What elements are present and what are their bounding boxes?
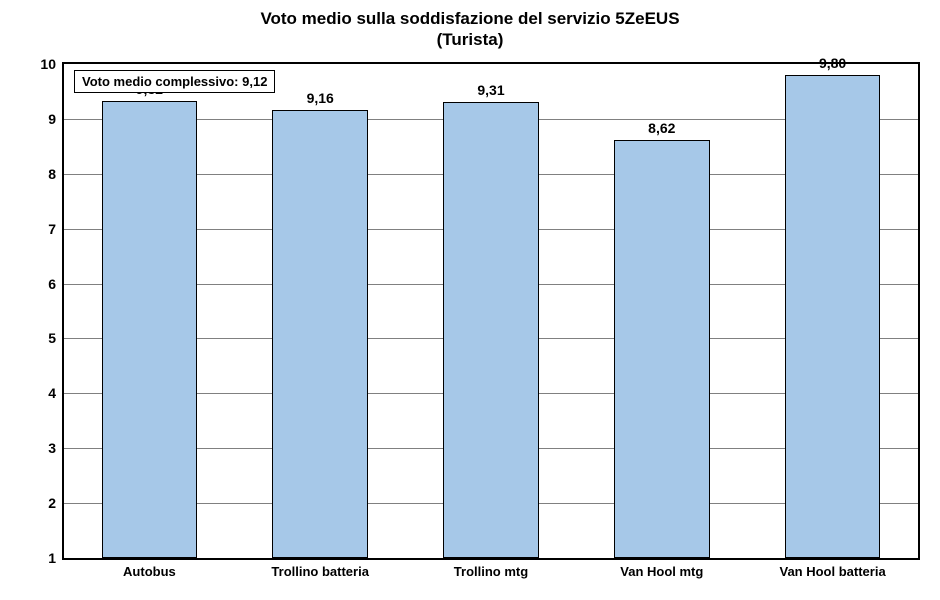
plot-area: Voto medio complessivo: 9,12 9,329,169,3…: [62, 62, 920, 560]
bar: [443, 102, 539, 558]
bar: [785, 75, 881, 558]
y-tick-label: 5: [0, 330, 56, 346]
bar-value-label: 9,80: [819, 55, 846, 71]
y-tick-label: 4: [0, 385, 56, 401]
bar: [102, 101, 198, 558]
x-tick-label: Trollino mtg: [454, 564, 528, 579]
bar: [614, 140, 710, 558]
chart-title-line2: (Turista): [0, 29, 940, 50]
bar-value-label: 9,31: [477, 82, 504, 98]
bar-value-label: 8,62: [648, 120, 675, 136]
overall-score-text: Voto medio complessivo: 9,12: [82, 74, 267, 89]
y-tick-label: 8: [0, 166, 56, 182]
y-tick-label: 6: [0, 276, 56, 292]
x-tick-label: Autobus: [123, 564, 176, 579]
y-tick-label: 7: [0, 221, 56, 237]
overall-score-box: Voto medio complessivo: 9,12: [74, 70, 275, 93]
bar: [272, 110, 368, 558]
bar-chart: Voto medio sulla soddisfazione del servi…: [0, 0, 940, 600]
chart-title: Voto medio sulla soddisfazione del servi…: [0, 8, 940, 51]
x-tick-label: Trollino batteria: [271, 564, 369, 579]
bar-value-label: 9,16: [307, 90, 334, 106]
y-tick-label: 9: [0, 111, 56, 127]
y-tick-label: 3: [0, 440, 56, 456]
y-tick-label: 1: [0, 550, 56, 566]
y-tick-label: 2: [0, 495, 56, 511]
x-tick-label: Van Hool mtg: [620, 564, 703, 579]
chart-title-line1: Voto medio sulla soddisfazione del servi…: [260, 9, 679, 28]
x-tick-label: Van Hool batteria: [779, 564, 885, 579]
y-tick-label: 10: [0, 56, 56, 72]
